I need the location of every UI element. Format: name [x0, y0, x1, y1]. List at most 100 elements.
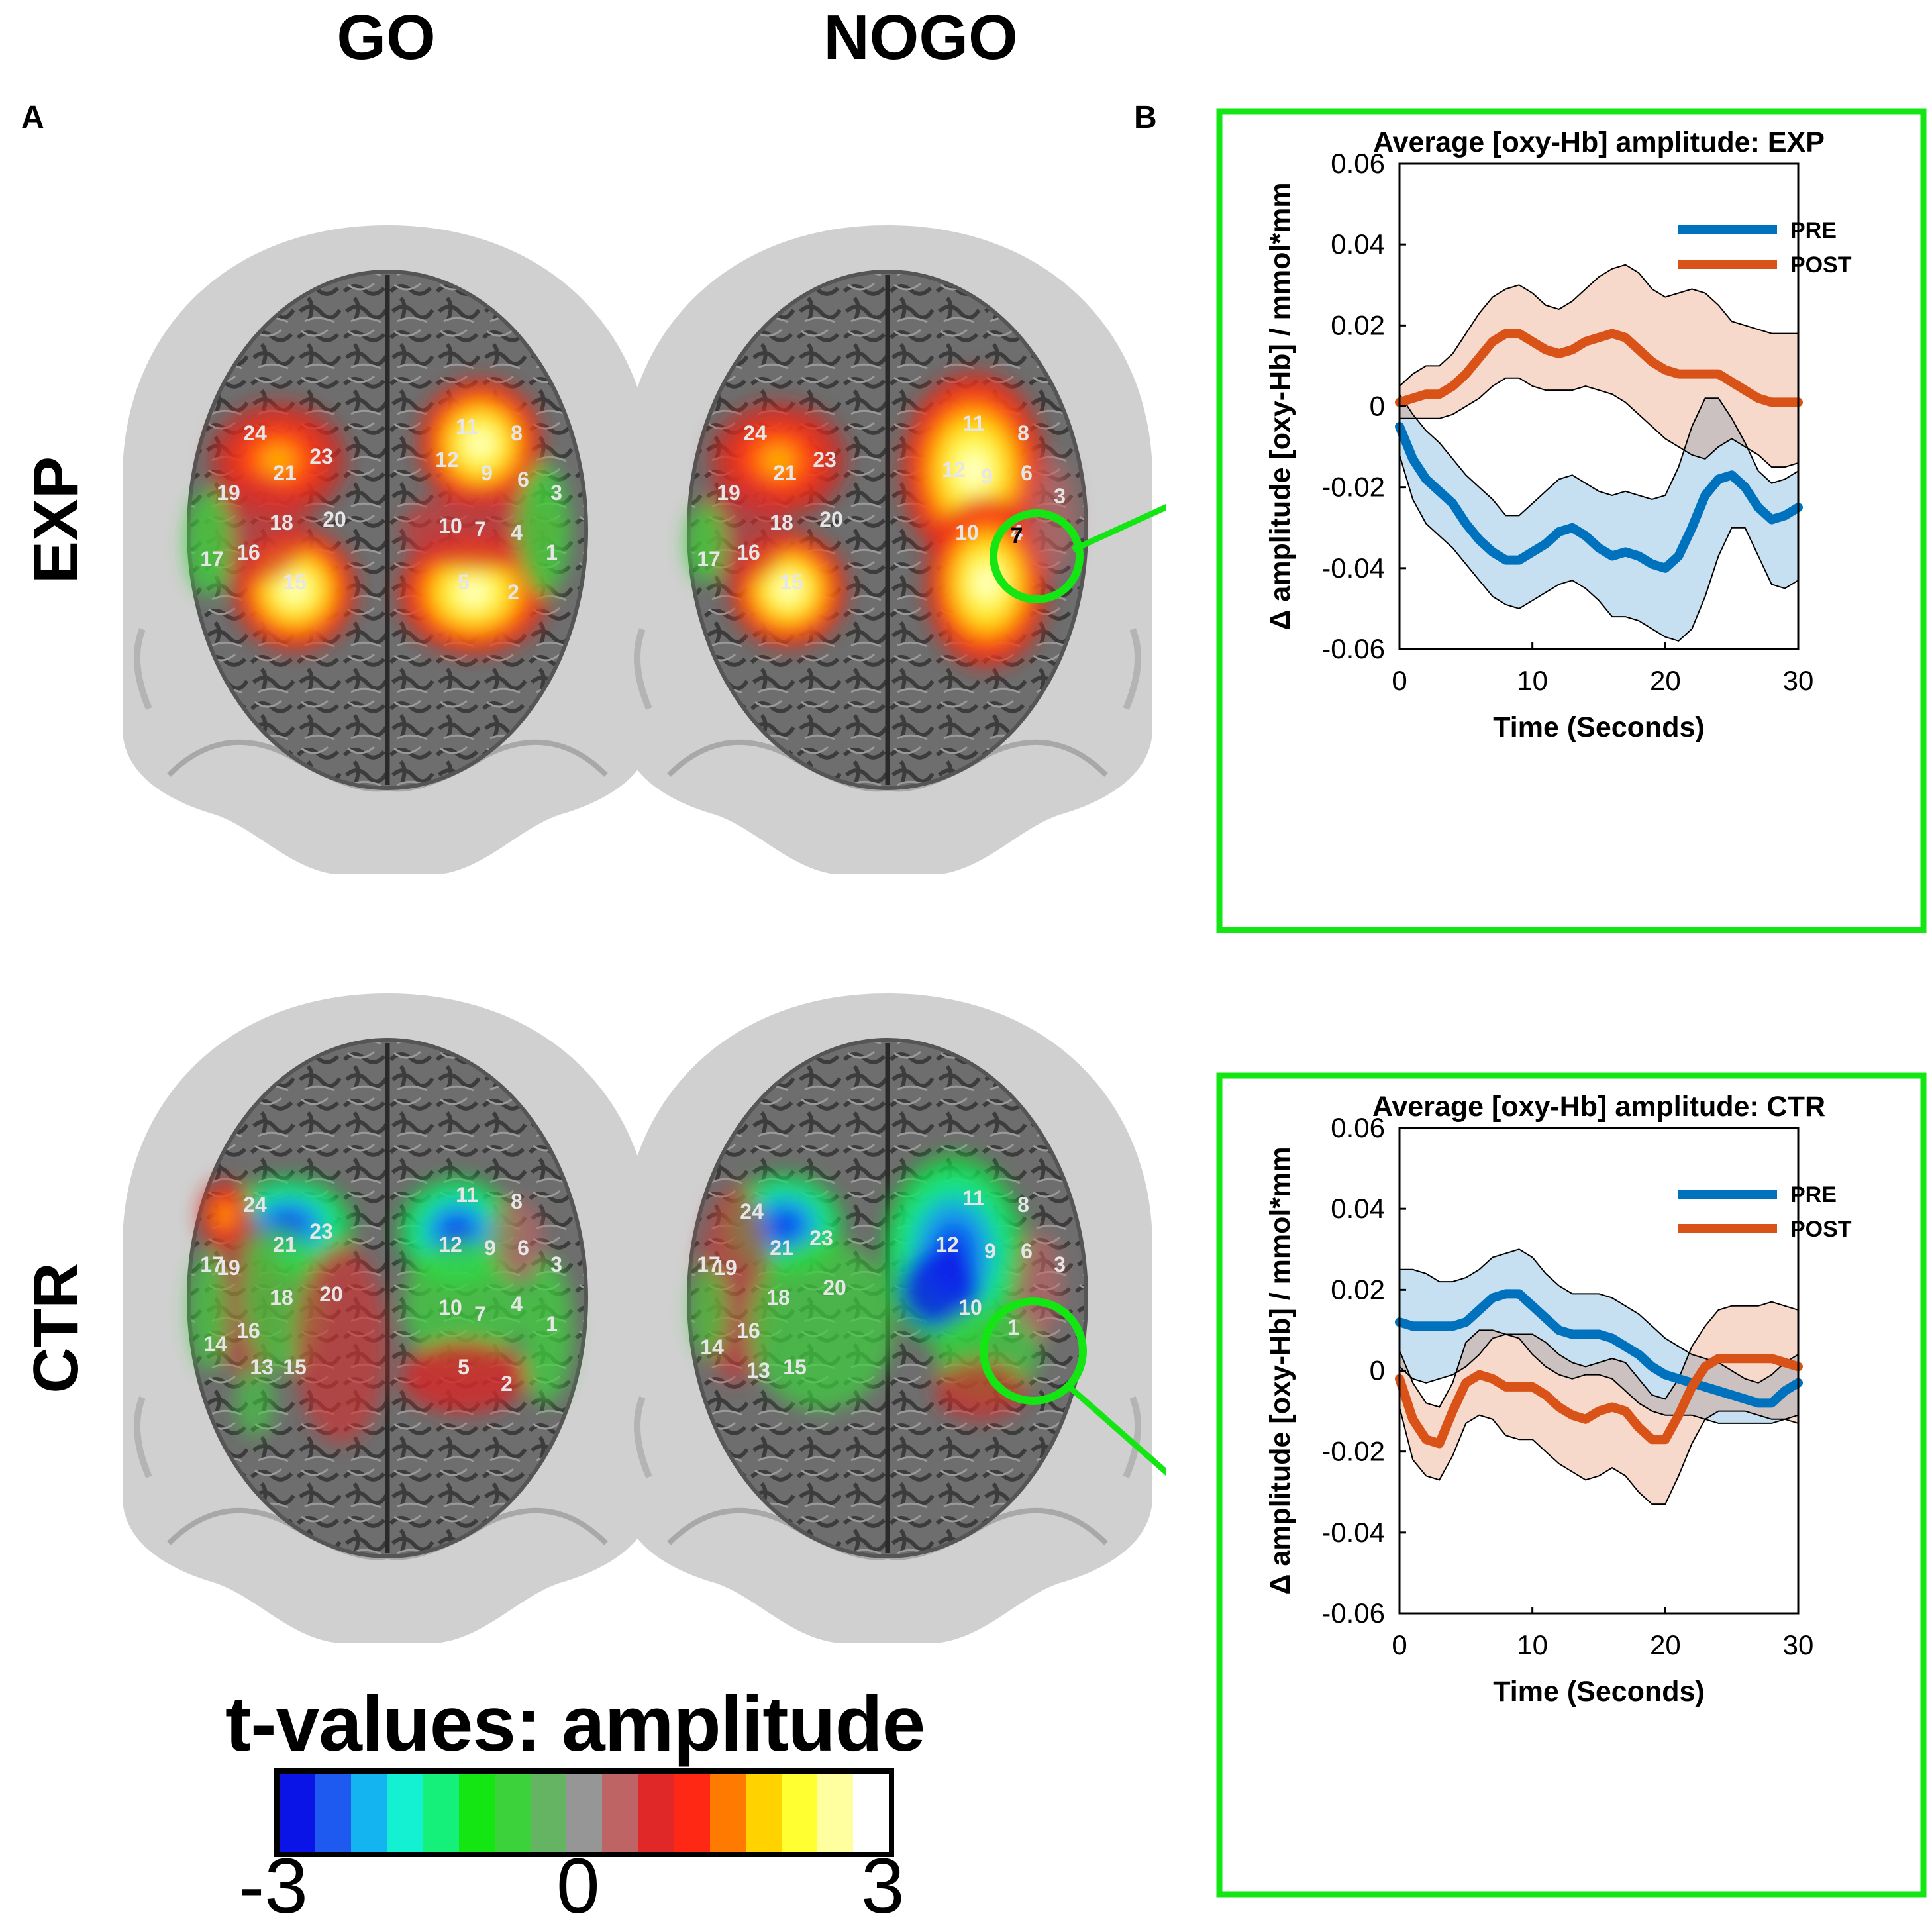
svg-text:15: 15 — [780, 570, 803, 594]
panel-label-a: A — [21, 100, 44, 135]
svg-text:4: 4 — [1011, 521, 1023, 544]
svg-text:16: 16 — [236, 540, 260, 564]
svg-text:16: 16 — [737, 540, 760, 564]
svg-text:20: 20 — [323, 507, 346, 531]
svg-text:3: 3 — [550, 481, 562, 505]
band-edge-upper-pre — [1399, 393, 1799, 517]
x-axis-label: Time (Seconds) — [1493, 1676, 1704, 1707]
svg-text:24: 24 — [243, 1193, 267, 1217]
svg-text:11: 11 — [962, 1186, 985, 1210]
svg-text:9: 9 — [481, 461, 493, 485]
svg-text:11: 11 — [456, 1183, 478, 1207]
svg-text:23: 23 — [813, 448, 837, 472]
series-line-pre — [1395, 422, 1803, 573]
colorbar-min-label: -3 — [238, 1843, 308, 1930]
series-line-pre — [1395, 1289, 1803, 1408]
y-tick-label: 0.06 — [1331, 1112, 1385, 1143]
svg-text:1: 1 — [546, 540, 558, 564]
band-edge-upper-post — [1399, 1301, 1799, 1408]
svg-text:16: 16 — [236, 1319, 260, 1343]
svg-text:19: 19 — [217, 481, 240, 505]
svg-text:17: 17 — [697, 547, 721, 571]
x-tick-label: 0 — [1392, 1629, 1407, 1660]
svg-text:3: 3 — [550, 1252, 562, 1276]
svg-text:10: 10 — [438, 514, 462, 538]
svg-text:6: 6 — [1021, 461, 1033, 485]
svg-text:5: 5 — [458, 570, 470, 594]
band-edge-upper-pre — [1399, 1248, 1799, 1384]
svg-text:18: 18 — [766, 1286, 790, 1309]
colorbar-swatch — [638, 1774, 674, 1852]
y-tick-label: -0.02 — [1321, 472, 1385, 503]
y-tick-label: 0.04 — [1331, 1193, 1385, 1224]
svg-text:7: 7 — [474, 1302, 486, 1326]
y-tick-label: -0.06 — [1321, 633, 1385, 664]
colorbar-swatch — [315, 1774, 352, 1852]
y-tick-label: 0.06 — [1331, 148, 1385, 179]
svg-text:8: 8 — [1017, 421, 1029, 445]
svg-text:17: 17 — [200, 547, 224, 571]
x-tick-label: 10 — [1517, 665, 1548, 696]
svg-text:8: 8 — [511, 421, 523, 445]
colorbar-swatch — [280, 1774, 316, 1852]
svg-text:6: 6 — [1021, 1239, 1033, 1263]
svg-text:18: 18 — [270, 1286, 293, 1309]
svg-text:4: 4 — [511, 521, 523, 544]
legend-label-pre: PRE — [1790, 218, 1837, 243]
svg-text:18: 18 — [770, 511, 793, 534]
svg-text:19: 19 — [717, 481, 740, 505]
legend-label-post: POST — [1790, 1217, 1852, 1242]
colorbar — [274, 1768, 894, 1857]
svg-text:10: 10 — [955, 521, 979, 544]
svg-text:24: 24 — [743, 421, 767, 445]
x-axis-label: Time (Seconds) — [1493, 711, 1704, 743]
legend-label-pre: PRE — [1790, 1182, 1837, 1207]
colorbar-swatch — [423, 1774, 459, 1852]
band-edge-lower-post — [1399, 377, 1799, 468]
colorbar-swatch — [494, 1774, 531, 1852]
colorbar-swatch — [351, 1774, 387, 1852]
band-edge-lower-pre — [1399, 1333, 1799, 1424]
colorbar-swatch — [853, 1774, 890, 1852]
svg-text:24: 24 — [740, 1199, 764, 1223]
svg-text:17: 17 — [200, 1252, 224, 1276]
y-tick-label: 0.02 — [1331, 309, 1385, 340]
svg-text:23: 23 — [309, 444, 333, 468]
y-tick-label: -0.04 — [1321, 552, 1385, 584]
svg-text:1: 1 — [1007, 1315, 1019, 1339]
svg-text:12: 12 — [438, 1233, 462, 1256]
chart-title: Average [oxy-Hb] amplitude: CTR — [1372, 1091, 1825, 1123]
x-tick-label: 20 — [1650, 665, 1681, 696]
y-tick-label: 0 — [1370, 1355, 1385, 1386]
svg-text:11: 11 — [456, 415, 478, 438]
colorbar-mid-label: 0 — [556, 1843, 600, 1930]
svg-text:20: 20 — [819, 507, 843, 531]
y-tick-label: 0.02 — [1331, 1274, 1385, 1305]
colorbar-swatch — [709, 1774, 746, 1852]
svg-text:24: 24 — [243, 421, 267, 445]
colorbar-swatch — [745, 1774, 782, 1852]
x-tick-label: 0 — [1392, 665, 1407, 696]
chart-title: Average [oxy-Hb] amplitude: EXP — [1373, 127, 1825, 158]
y-tick-label: 0 — [1370, 391, 1385, 422]
svg-text:5: 5 — [458, 1355, 470, 1379]
colorbar-swatch — [602, 1774, 638, 1852]
svg-text:3: 3 — [1054, 1252, 1066, 1276]
legend-label-post: POST — [1790, 252, 1852, 278]
svg-text:16: 16 — [737, 1319, 760, 1343]
svg-text:20: 20 — [823, 1276, 846, 1299]
svg-text:15: 15 — [783, 1355, 807, 1379]
svg-text:19: 19 — [713, 1256, 737, 1280]
svg-text:12: 12 — [435, 448, 459, 472]
colorbar-swatch — [817, 1774, 853, 1852]
svg-text:20: 20 — [319, 1282, 343, 1306]
svg-text:17: 17 — [697, 1252, 721, 1276]
svg-text:21: 21 — [773, 461, 797, 485]
svg-text:4: 4 — [511, 1292, 523, 1316]
y-tick-label: -0.02 — [1321, 1436, 1385, 1467]
x-tick-label: 30 — [1783, 1629, 1814, 1660]
